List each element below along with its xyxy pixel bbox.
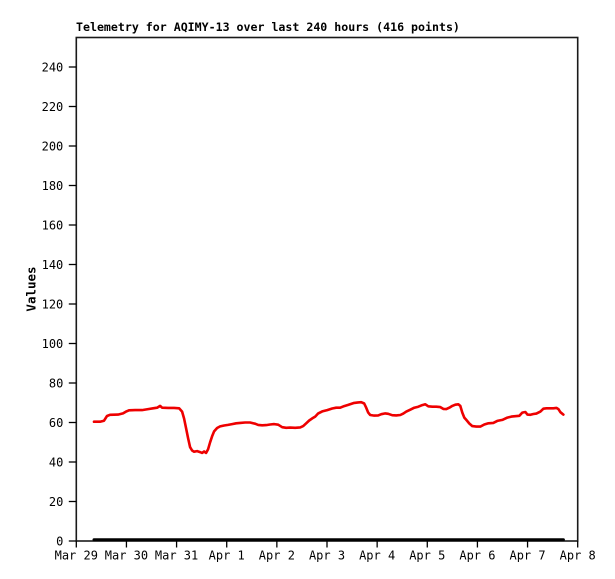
x-tick-label: Apr 8 xyxy=(560,549,596,563)
y-tick-label: 40 xyxy=(49,455,63,469)
x-tick-label: Mar 29 xyxy=(55,549,98,563)
x-tick-label: Apr 3 xyxy=(309,549,345,563)
x-tick-label: Apr 4 xyxy=(359,549,395,563)
x-tick-label: Apr 1 xyxy=(209,549,245,563)
y-tick-label: 60 xyxy=(49,416,63,430)
y-tick-label: 140 xyxy=(42,258,64,272)
y-tick-label: 80 xyxy=(49,376,63,390)
x-tick-label: Mar 30 xyxy=(105,549,148,563)
x-tick-label: Mar 31 xyxy=(155,549,198,563)
x-tick-label: Apr 7 xyxy=(509,549,545,563)
x-tick-label: Apr 5 xyxy=(409,549,445,563)
plot-border xyxy=(75,36,579,542)
x-tick-label: Apr 2 xyxy=(259,549,295,563)
values-series-line xyxy=(92,400,565,455)
y-tick-label: 220 xyxy=(42,100,64,114)
x-tick-label: Apr 6 xyxy=(459,549,495,563)
y-tick-label: 0 xyxy=(56,534,63,548)
y-tick-label: 180 xyxy=(42,179,64,193)
y-tick-label: 200 xyxy=(42,139,64,153)
y-tick-label: 160 xyxy=(42,218,64,232)
chart-title: Telemetry for AQIMY-13 over last 240 hou… xyxy=(76,20,460,34)
y-tick-label: 20 xyxy=(49,495,63,509)
y-tick-label: 120 xyxy=(42,297,64,311)
y-tick-label: 100 xyxy=(42,337,64,351)
y-tick-label: 240 xyxy=(42,60,64,74)
